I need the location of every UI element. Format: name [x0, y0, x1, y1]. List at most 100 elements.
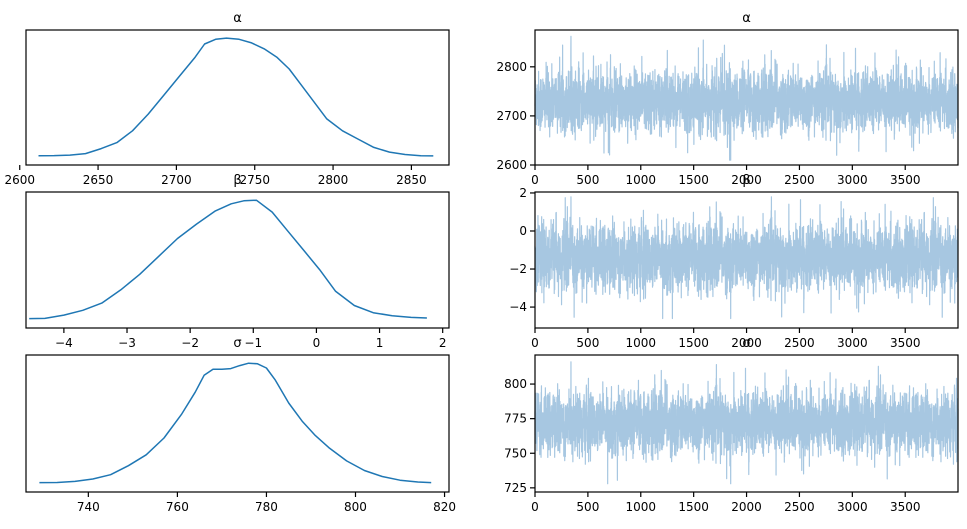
sigma-kde-xtick: 740	[77, 492, 100, 514]
sigma-trace-xtick: 2500	[784, 492, 815, 514]
beta-kde-xtick-label: −1	[244, 336, 262, 350]
beta-trace-ytick-label: −4	[509, 300, 527, 314]
beta-trace-xtick-label: 3000	[837, 336, 868, 350]
alpha-trace-ytick-label: 2600	[496, 158, 527, 172]
sigma-trace-xtick-label: 2000	[731, 500, 762, 514]
beta-trace-xtick-label: 2500	[784, 336, 815, 350]
alpha-trace-ytick-label: 2800	[496, 60, 527, 74]
alpha-trace-xtick: 2000	[731, 165, 762, 187]
sigma-trace-xtick: 1500	[678, 492, 709, 514]
beta-trace-ytick-label: 2	[519, 186, 527, 200]
alpha-trace-xtick: 1500	[678, 165, 709, 187]
sigma-kde-curve	[39, 362, 432, 484]
beta-trace-xtick: 2500	[784, 328, 815, 350]
beta-kde-xtick-label: 1	[376, 336, 384, 350]
alpha-trace-xtick: 1000	[626, 165, 657, 187]
sigma-trace-xtick: 3500	[890, 492, 921, 514]
sigma-trace-ytick-label: 750	[504, 446, 527, 460]
sigma-kde-xtick: 820	[433, 492, 456, 514]
sigma-trace-xtick: 0	[531, 492, 539, 514]
sigma-trace-xtick: 1000	[626, 492, 656, 514]
sigma-trace-title: σ	[742, 336, 750, 351]
beta-kde-xtick: 2	[439, 328, 447, 350]
beta-kde-xtick: −1	[244, 328, 262, 350]
beta-trace-ytick-label: −2	[509, 262, 527, 276]
sigma-trace-xtick: 2000	[731, 492, 762, 514]
alpha-kde-panel: 2600 2650 2700 2750 2800 2850 α	[4, 11, 450, 187]
sigma-trace-ytick-label: 775	[504, 412, 527, 426]
beta-kde-xtick-label: −2	[181, 336, 199, 350]
sigma-kde-title: σ	[233, 336, 241, 351]
sigma-trace-ytick: 800	[504, 377, 535, 391]
beta-kde-xtick: 1	[376, 328, 384, 350]
alpha-trace-ytick: 2600	[496, 158, 535, 172]
beta-kde-xtick: 0	[313, 328, 321, 350]
sigma-trace-ytick: 725	[504, 481, 535, 495]
beta-kde-title: β	[233, 173, 241, 188]
alpha-kde-xtick: 2600	[4, 165, 35, 187]
alpha-trace-xtick: 0	[531, 165, 539, 187]
beta-kde-curve	[29, 199, 427, 320]
alpha-kde-axes-frame	[25, 29, 450, 166]
alpha-trace-panel: 2600 2700 2800 0 500 1000 1500 2000 2500 3000 3500…	[496, 11, 959, 187]
alpha-kde-xtick: 2850	[396, 165, 427, 187]
beta-trace-xtick: 1000	[626, 328, 657, 350]
beta-kde-xtick: −2	[181, 328, 199, 350]
beta-trace-xtick: 3500	[890, 328, 921, 350]
beta-trace-xtick-label: 2000	[731, 336, 762, 350]
sigma-kde-xtick-label: 800	[344, 500, 367, 514]
sigma-kde-xtick: 800	[344, 492, 367, 514]
sigma-kde-xtick-label: 760	[166, 500, 189, 514]
sigma-kde-xtick-label: 740	[77, 500, 100, 514]
alpha-trace-ytick-label: 2700	[496, 109, 527, 123]
sigma-kde-xtick-label: 780	[255, 500, 278, 514]
alpha-trace-series	[534, 35, 959, 161]
beta-trace-xtick: 2000	[731, 328, 762, 350]
sigma-trace-xtick-label: 500	[576, 500, 599, 514]
beta-kde-axes-frame	[25, 191, 450, 329]
beta-kde-xtick-label: 0	[313, 336, 321, 350]
beta-kde-panel: −4 −3 −2 −1 0 1 2 β	[25, 173, 450, 350]
sigma-kde-xtick: 760	[166, 492, 189, 514]
alpha-trace-xtick-label: 2000	[731, 173, 762, 187]
sigma-trace-ytick-label: 800	[504, 377, 527, 391]
beta-kde-xtick-label: −3	[118, 336, 136, 350]
sigma-trace-xtick-label: 3000	[837, 500, 868, 514]
sigma-trace-xtick: 3000	[837, 492, 868, 514]
alpha-trace-xtick-label: 1000	[626, 173, 657, 187]
alpha-kde-xtick: 2700	[161, 165, 192, 187]
beta-trace-series	[534, 196, 959, 320]
sigma-trace-xtick-label: 2500	[784, 500, 815, 514]
alpha-kde-xtick-label: 2700	[161, 173, 192, 187]
beta-trace-xtick-label: 3500	[890, 336, 921, 350]
sigma-trace-series	[534, 361, 959, 485]
beta-trace-xtick-label: 500	[576, 336, 599, 350]
alpha-kde-xtick-label: 2600	[4, 173, 35, 187]
sigma-kde-xtick: 780	[255, 492, 278, 514]
beta-trace-xtick-label: 1000	[626, 336, 657, 350]
sigma-kde-xtick-label: 820	[433, 500, 456, 514]
beta-trace-ytick-label: 0	[519, 224, 527, 238]
alpha-kde-xtick: 2750	[239, 165, 270, 187]
sigma-trace-xtick-label: 3500	[890, 500, 921, 514]
alpha-trace-title: α	[742, 11, 751, 26]
alpha-trace-xtick: 3500	[890, 165, 920, 187]
beta-trace-title: β	[742, 173, 750, 188]
sigma-trace-xtick-label: 0	[531, 500, 539, 514]
beta-kde-xtick: −3	[118, 328, 136, 350]
alpha-trace-xtick-label: 1500	[678, 173, 709, 187]
beta-trace-xtick-label: 0	[531, 336, 539, 350]
beta-trace-panel: −4 −2 0 2 0 500 1000 1500 2000 2500 3000 3500 β	[509, 173, 959, 350]
alpha-trace-ytick: 2700	[496, 109, 535, 123]
sigma-kde-panel: 740 760 780 800 820 σ	[25, 336, 456, 514]
alpha-kde-curve	[38, 37, 434, 157]
sigma-trace-ytick: 750	[504, 446, 535, 460]
beta-kde-xtick-label: 2	[439, 336, 447, 350]
beta-trace-ytick: −2	[509, 262, 535, 276]
alpha-trace-ytick: 2800	[496, 60, 535, 74]
sigma-trace-panel: 725 750 775 800 0 500 1000 1500 2000 2500 3000 3500…	[504, 336, 959, 514]
beta-trace-xtick: 500	[576, 328, 599, 350]
sigma-trace-ytick: 775	[504, 412, 535, 426]
alpha-kde-xtick-label: 2650	[83, 173, 114, 187]
